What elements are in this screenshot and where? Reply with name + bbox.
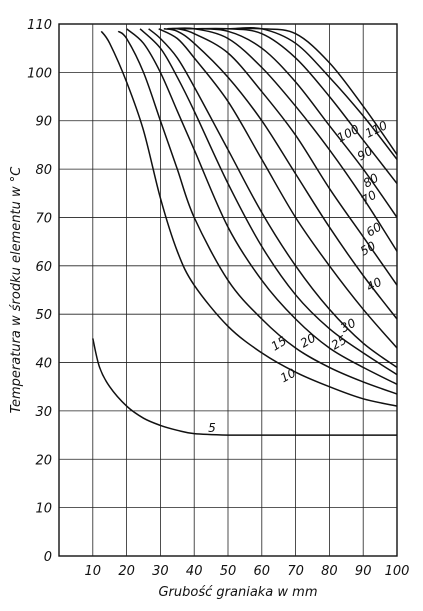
series-line-25 bbox=[139, 28, 398, 376]
y-axis-title: Temperatura w środku elementu w °C bbox=[9, 166, 24, 414]
series-line-5 bbox=[92, 338, 397, 436]
y-tick-label: 0 bbox=[44, 550, 52, 565]
x-tick-label: 90 bbox=[355, 564, 372, 579]
x-tick-label: 100 bbox=[385, 564, 410, 579]
y-tick-label: 30 bbox=[35, 405, 52, 420]
x-tick-label: 70 bbox=[287, 564, 304, 579]
series-line-10 bbox=[100, 30, 398, 407]
series-label: 90 bbox=[355, 143, 376, 163]
x-tick-label: 60 bbox=[254, 564, 271, 579]
series-label: 60 bbox=[364, 219, 385, 239]
x-tick-label: 80 bbox=[321, 564, 338, 579]
y-tick-label: 110 bbox=[27, 18, 52, 33]
series-label: 80 bbox=[361, 170, 382, 190]
series-label: 30 bbox=[338, 316, 358, 336]
series-label: 25 bbox=[329, 333, 349, 353]
series-label: 15 bbox=[269, 334, 289, 354]
x-axis-title: Grubość graniaka w mm bbox=[158, 585, 317, 600]
series-label: 5 bbox=[208, 421, 216, 435]
series-label: 70 bbox=[359, 187, 380, 207]
y-tick-label: 60 bbox=[35, 260, 52, 275]
series-label: 40 bbox=[364, 275, 384, 295]
y-tick-label: 20 bbox=[35, 453, 52, 468]
x-tick-label: 40 bbox=[186, 564, 203, 579]
x-tick-label: 10 bbox=[85, 564, 102, 579]
x-tick-label: 50 bbox=[220, 564, 237, 579]
series-label: 100 bbox=[335, 122, 362, 145]
y-tick-label: 10 bbox=[35, 502, 52, 517]
x-tick-label: 30 bbox=[152, 564, 169, 579]
y-tick-label: 100 bbox=[27, 66, 52, 81]
series-line-110 bbox=[201, 27, 398, 156]
y-tick-label: 90 bbox=[35, 115, 52, 130]
series-line-15 bbox=[117, 30, 398, 395]
y-tick-label: 40 bbox=[35, 357, 52, 372]
x-tick-label: 20 bbox=[118, 564, 135, 579]
series-line-40 bbox=[158, 28, 398, 349]
y-tick-label: 80 bbox=[35, 163, 52, 178]
y-tick-label: 50 bbox=[35, 308, 52, 323]
series-line-50 bbox=[163, 28, 398, 320]
series-label: 50 bbox=[358, 238, 379, 258]
series-label: 20 bbox=[298, 330, 319, 350]
series-label: 10 bbox=[278, 366, 298, 386]
y-tick-label: 70 bbox=[35, 211, 52, 226]
series-line-20 bbox=[126, 28, 398, 385]
series-line-30 bbox=[148, 28, 398, 369]
